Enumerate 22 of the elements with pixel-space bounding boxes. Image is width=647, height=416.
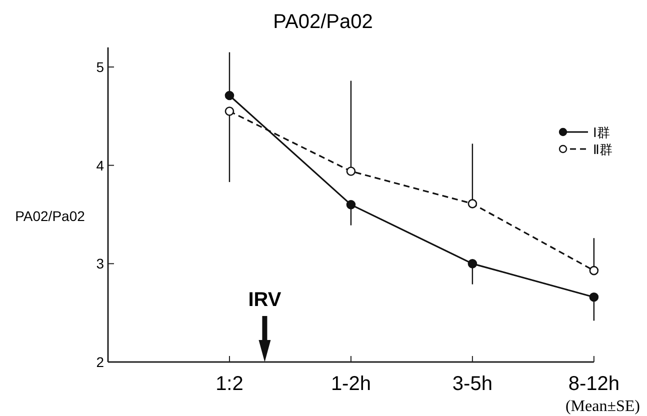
point xyxy=(346,200,356,210)
point xyxy=(589,266,599,276)
y-tick-label: 5 xyxy=(96,59,104,75)
x-tick-label: 1-2h xyxy=(330,373,371,395)
point xyxy=(468,199,478,208)
y-tick-label: 2 xyxy=(96,354,104,370)
x-tick-label: 1:2 xyxy=(216,373,244,395)
y-axis-title: PA02/Pa02 xyxy=(15,208,86,224)
annotation: IRV xyxy=(248,289,282,311)
x-tick-label: 8-12h xyxy=(568,373,620,395)
y-tick-label: 4 xyxy=(96,157,104,174)
point xyxy=(224,90,234,100)
point xyxy=(224,106,234,116)
text: (Mean±SE) xyxy=(565,398,640,415)
point xyxy=(468,259,478,268)
chart-title: PA02/Pa02 xyxy=(273,11,373,33)
legend-label: Ⅱ群 xyxy=(593,142,612,157)
point xyxy=(346,166,356,176)
legend-label: Ⅰ群 xyxy=(593,125,610,140)
y-tick-label: 3 xyxy=(96,256,104,272)
x-tick-label: 3-5h xyxy=(452,373,492,395)
point xyxy=(589,292,599,302)
